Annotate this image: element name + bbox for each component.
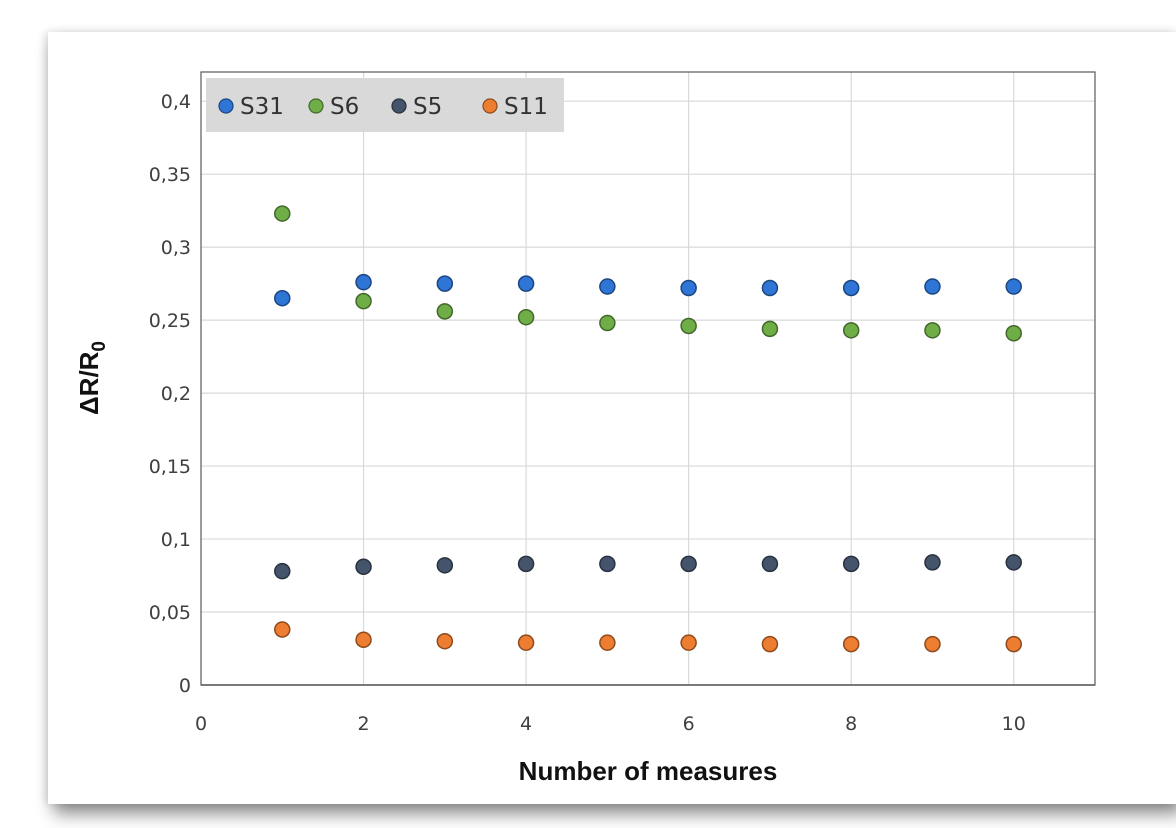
data-point-s5 <box>1005 554 1022 571</box>
legend-label-s5: S5 <box>413 94 442 120</box>
x-tick-label: 2 <box>357 713 369 735</box>
data-point-s6 <box>599 314 616 332</box>
data-point-s5 <box>680 555 697 573</box>
data-point-s31 <box>517 275 535 292</box>
x-tick-label: 8 <box>845 713 857 735</box>
legend-marker-s31 <box>218 98 234 114</box>
tick-labels: 0 0,05 0,1 0,15 0,2 0,25 0,3 0,35 0,4 0 2 4 6 8 10 <box>149 91 1026 735</box>
y-tick-label: 0,4 <box>161 91 191 113</box>
data-point-s6 <box>436 303 454 320</box>
data-point-s31 <box>761 279 779 297</box>
plot-area <box>200 71 1096 686</box>
y-axis-title-group: ΔR/R0 <box>74 341 110 415</box>
gridlines <box>201 72 1095 686</box>
data-point-s5 <box>274 562 291 580</box>
x-axis-title: Number of measures <box>519 756 778 786</box>
legend-marker-s6 <box>308 98 324 114</box>
y-tick-label: 0,05 <box>149 602 191 624</box>
legend-label-s31: S31 <box>240 94 284 120</box>
data-point-s11 <box>274 621 291 638</box>
series-s6 <box>274 205 1022 342</box>
x-tick-label: 0 <box>195 713 207 735</box>
legend-marker-s5 <box>391 98 407 114</box>
data-point-s11 <box>517 634 535 651</box>
x-tick-label: 6 <box>683 713 695 735</box>
series-s11 <box>274 621 1022 653</box>
y-tick-label: 0,25 <box>149 310 191 332</box>
data-point-s11 <box>924 635 941 653</box>
data-point-s5 <box>761 555 779 573</box>
data-point-s5 <box>355 558 372 576</box>
data-point-s11 <box>436 632 454 650</box>
data-point-s31 <box>1005 278 1022 295</box>
data-point-s5 <box>924 554 941 571</box>
chart-frame: 0 0,05 0,1 0,15 0,2 0,25 0,3 0,35 0,4 0 2 4 6 8 10 S31… <box>48 32 1176 804</box>
legend-box <box>206 78 564 132</box>
data-point-s5 <box>517 555 535 573</box>
y-axis-title: ΔR/R0 <box>74 341 110 415</box>
data-point-s31 <box>355 273 372 291</box>
data-point-s31 <box>599 278 616 295</box>
y-tick-label: 0,3 <box>161 237 191 259</box>
data-point-s31 <box>842 279 860 297</box>
data-point-s11 <box>355 631 372 649</box>
data-points <box>274 205 1022 653</box>
y-tick-label: 0 <box>179 675 191 697</box>
x-tick-label: 4 <box>520 713 532 735</box>
data-point-s6 <box>1005 325 1022 342</box>
data-point-s5 <box>599 555 616 573</box>
data-point-s31 <box>680 279 697 297</box>
series-s31 <box>274 273 1022 307</box>
x-tick-label: 10 <box>1002 713 1026 735</box>
data-point-s6 <box>517 308 535 326</box>
data-point-s31 <box>924 278 941 295</box>
data-point-s5 <box>842 555 860 573</box>
legend-label-s6: S6 <box>330 94 359 120</box>
data-point-s6 <box>842 322 860 339</box>
legend-label-s11: S11 <box>504 94 548 120</box>
series-s5 <box>274 554 1022 580</box>
data-point-s6 <box>274 205 291 222</box>
legend: S31 S6 S5 S11 <box>206 78 564 132</box>
data-point-s6 <box>761 320 779 338</box>
data-point-s11 <box>599 634 616 651</box>
data-point-s31 <box>436 275 454 292</box>
y-tick-label: 0,1 <box>161 529 191 551</box>
data-point-s6 <box>680 317 697 335</box>
data-point-s11 <box>761 635 779 653</box>
data-point-s11 <box>680 634 697 651</box>
data-point-s5 <box>436 557 454 574</box>
legend-marker-s11 <box>482 98 498 114</box>
y-tick-label: 0,35 <box>149 164 191 186</box>
y-tick-label: 0,15 <box>149 456 191 478</box>
data-point-s11 <box>842 635 860 653</box>
data-point-s31 <box>274 289 291 307</box>
scatter-chart: 0 0,05 0,1 0,15 0,2 0,25 0,3 0,35 0,4 0 2 4 6 8 10 S31… <box>74 71 1096 786</box>
data-point-s6 <box>355 292 372 310</box>
y-tick-label: 0,2 <box>161 383 191 405</box>
data-point-s6 <box>924 322 941 339</box>
data-point-s11 <box>1005 635 1022 653</box>
